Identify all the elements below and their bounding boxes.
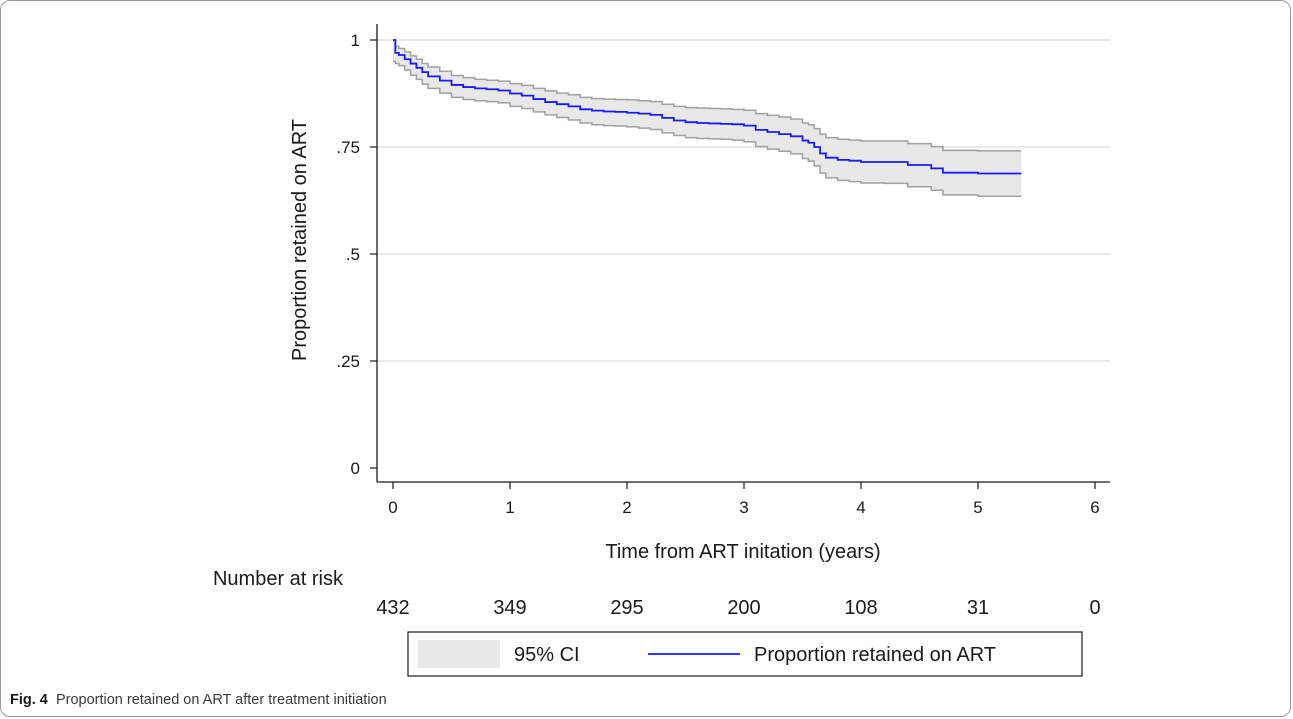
risk-value: 0 [1089,597,1100,619]
y-tick-label: 1 [351,31,360,50]
grid-lines [377,39,1110,362]
y-axis-title: Proportion retained on ART [289,119,311,361]
y-tick-label: .75 [336,138,360,157]
x-ticks: 0 1 2 3 4 5 6 [388,482,1100,517]
y-tick-label: .5 [346,245,360,264]
y-tick-label: .25 [336,352,360,371]
risk-value: 200 [727,597,760,619]
risk-value: 432 [376,597,409,619]
ci-lower-line [393,60,1022,197]
x-tick-label: 6 [1090,498,1099,517]
risk-value: 31 [967,597,989,619]
figure-caption: Fig. 4 Proportion retained on ART after … [10,692,387,708]
figure-label: Fig. 4 [10,692,48,708]
legend-box [407,631,1083,677]
legend-ci-label: 95% CI [514,644,580,666]
x-tick-label: 4 [856,498,865,517]
ci-band-group [393,39,1022,197]
risk-value: 295 [610,597,643,619]
figure-caption-text: Proportion retained on ART after treatme… [55,692,387,708]
y-ticks: 0 .25 .5 .75 1 [336,31,377,478]
risk-table-values: 432 349 295 200 108 31 0 [376,597,1100,619]
y-tick-label: 0 [351,459,360,478]
x-tick-label: 1 [505,498,514,517]
x-tick-label: 3 [739,498,748,517]
series-group [393,39,1022,175]
x-tick-label: 5 [973,498,982,517]
legend-line-label: Proportion retained on ART [754,644,996,666]
series-line [393,39,1022,175]
risk-table-title: Number at risk [213,568,344,590]
x-tick-label: 0 [388,498,397,517]
legend: 95% CI Proportion retained on ART [407,631,1083,677]
legend-ci-swatch [418,640,500,668]
ci-upper-line [393,39,1022,152]
x-axis-title: Time from ART initation (years) [605,541,880,563]
risk-value: 349 [493,597,526,619]
risk-value: 108 [844,597,877,619]
x-tick-label: 2 [622,498,631,517]
ci-area [393,40,1022,197]
